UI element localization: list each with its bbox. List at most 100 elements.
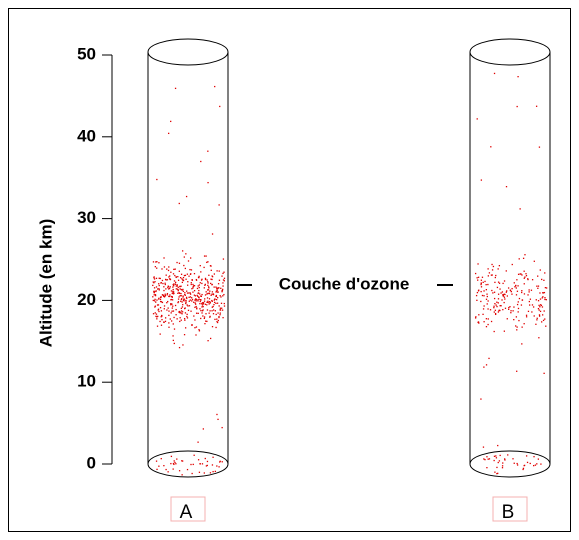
- molecule-dot: [166, 302, 168, 304]
- molecule-dot: [219, 314, 221, 316]
- molecule-dot: [193, 285, 195, 287]
- molecule-dot: [527, 310, 530, 313]
- molecule-dot: [195, 305, 197, 308]
- molecule-dot: [475, 294, 478, 297]
- molecule-dot: [216, 413, 218, 416]
- molecule-dot: [209, 301, 211, 303]
- molecule-dot: [194, 327, 196, 329]
- molecule-dot: [485, 326, 488, 328]
- molecule-dot: [195, 326, 198, 328]
- molecule-dot: [167, 286, 169, 289]
- molecule-dot: [199, 293, 201, 295]
- molecule-dot: [168, 266, 170, 268]
- molecule-dot: [167, 132, 170, 135]
- molecule-dot: [211, 300, 213, 302]
- molecule-dot: [544, 287, 547, 289]
- molecule-dot: [200, 317, 202, 320]
- molecule-dot: [207, 181, 209, 184]
- molecule-dot: [515, 287, 517, 289]
- molecule-dot: [164, 320, 167, 323]
- molecule-dot: [482, 446, 485, 448]
- molecule-dot: [484, 280, 486, 283]
- molecule-dot: [545, 287, 548, 289]
- molecule-dot: [208, 298, 211, 300]
- molecule-dot: [173, 316, 175, 319]
- molecule-dot: [509, 306, 511, 308]
- molecule-dot: [194, 302, 196, 304]
- molecule-dot: [219, 295, 221, 297]
- molecule-dot: [218, 466, 220, 468]
- molecule-dot: [186, 273, 189, 275]
- molecule-dot: [216, 302, 219, 304]
- molecule-dot: [475, 316, 477, 318]
- molecule-dot: [197, 312, 199, 315]
- molecule-dot: [516, 279, 518, 281]
- molecule-dot: [169, 275, 171, 277]
- molecule-dot: [497, 444, 499, 447]
- molecule-dot: [163, 266, 166, 268]
- molecule-dot: [160, 310, 163, 312]
- molecule-dot: [204, 294, 207, 296]
- molecule-dot: [476, 277, 478, 279]
- molecule-dot: [521, 326, 523, 328]
- molecule-dot: [504, 458, 506, 460]
- molecule-dot: [172, 462, 175, 465]
- molecule-dot: [183, 256, 185, 258]
- molecule-dot: [209, 265, 212, 267]
- molecule-dot: [209, 472, 212, 474]
- molecule-dot: [174, 304, 177, 307]
- molecule-dot: [223, 277, 226, 279]
- molecule-dot: [529, 462, 531, 465]
- molecule-dot: [214, 470, 216, 473]
- molecule-dot: [526, 461, 529, 464]
- molecule-dot: [158, 262, 160, 264]
- molecule-dot: [199, 282, 201, 284]
- molecule-dot: [217, 418, 219, 421]
- molecule-dot: [168, 314, 170, 317]
- molecule-dot: [154, 294, 157, 297]
- molecule-dot: [193, 290, 196, 292]
- molecule-dot: [487, 283, 489, 286]
- molecule-dot: [194, 299, 196, 301]
- molecule-dot: [493, 330, 495, 333]
- molecule-dot: [517, 285, 519, 287]
- molecule-dot: [181, 474, 183, 476]
- molecule-dot: [153, 292, 155, 294]
- molecule-dot: [210, 294, 212, 296]
- molecule-dot: [177, 275, 179, 278]
- molecule-dot: [219, 307, 222, 309]
- molecule-dot: [154, 298, 156, 301]
- y-tick-label: 30: [77, 208, 96, 227]
- molecule-dot: [172, 305, 174, 307]
- molecule-dot: [477, 279, 479, 281]
- molecule-dot: [189, 299, 191, 301]
- molecule-dot: [174, 281, 177, 284]
- molecule-dot: [202, 302, 204, 304]
- molecule-dot: [175, 288, 177, 290]
- molecule-dot: [493, 307, 495, 309]
- molecule-dot: [217, 312, 219, 314]
- molecule-dot: [181, 306, 184, 308]
- molecule-dot: [200, 295, 202, 297]
- molecule-dot: [154, 312, 156, 314]
- molecule-dot: [216, 287, 218, 289]
- molecule-dot: [182, 304, 184, 306]
- molecule-dot: [490, 146, 492, 148]
- molecule-dot: [516, 370, 518, 372]
- molecule-dot: [213, 299, 215, 301]
- molecule-dot: [177, 301, 179, 304]
- molecule-dot: [212, 456, 214, 458]
- molecule-dot: [535, 299, 537, 301]
- molecule-dot: [165, 468, 167, 471]
- molecule-dot: [160, 314, 163, 317]
- molecule-dot: [166, 279, 169, 281]
- molecule-dot: [172, 468, 174, 470]
- molecule-dot: [534, 464, 537, 466]
- molecule-dot: [173, 328, 176, 330]
- molecule-dot: [160, 296, 162, 298]
- molecule-dot: [182, 290, 185, 292]
- molecule-dot: [191, 298, 194, 301]
- molecule-dot: [480, 282, 482, 284]
- molecule-dot: [160, 282, 162, 284]
- molecule-dot: [186, 304, 188, 306]
